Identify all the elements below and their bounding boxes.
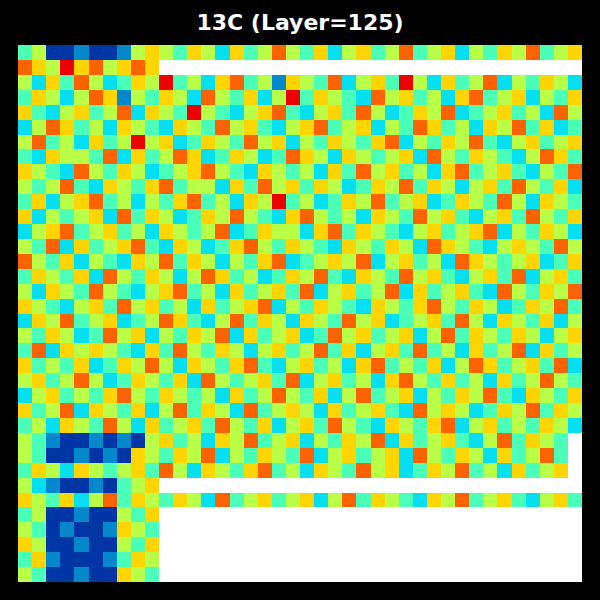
svg-text:13C (Layer=125): 13C (Layer=125): [196, 10, 403, 35]
